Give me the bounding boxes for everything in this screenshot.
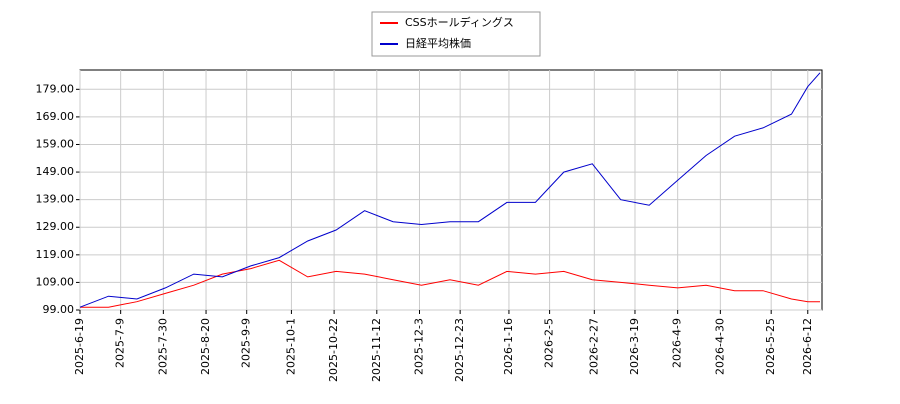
y-tick-label: 169.00 [36, 110, 75, 123]
x-tick-label: 2025-12-23 [453, 318, 466, 382]
x-tick-label: 2025-10-22 [327, 318, 340, 382]
y-tick-label: 159.00 [36, 137, 75, 150]
series-line [80, 259, 820, 308]
y-tick-label: 119.00 [36, 248, 75, 261]
y-tick-label: 179.00 [36, 82, 75, 95]
x-tick-label: 2026-2-5 [543, 318, 556, 368]
x-tick-label: 2025-6-19 [73, 318, 86, 375]
x-tick-label: 2025-11-12 [370, 318, 383, 382]
x-tick-label: 2026-2-27 [587, 318, 600, 375]
legend [371, 11, 541, 57]
x-tick-label: 2025-7-9 [114, 318, 127, 368]
series-line [79, 72, 821, 308]
x-tick-label: 2025-10-1 [284, 318, 297, 375]
x-tick-label: 2026-4-30 [713, 318, 726, 375]
y-tick-label: 109.00 [36, 275, 75, 288]
y-tick-label: 129.00 [36, 220, 75, 233]
legend-label: CSSホールディングス [405, 15, 514, 29]
x-tick-label: 2026-4-9 [671, 318, 684, 368]
x-tick-label: 2026-6-12 [801, 318, 814, 375]
plot-frame [79, 69, 823, 311]
x-tick-label: 2025-7-30 [156, 318, 169, 375]
x-tick-label: 2025-12-3 [412, 318, 425, 375]
y-tick-label: 99.00 [43, 303, 75, 316]
y-tick-label: 149.00 [36, 165, 75, 178]
x-tick-label: 2026-5-25 [764, 318, 777, 375]
x-tick-label: 2025-9-9 [240, 318, 253, 368]
y-tick-label: 139.00 [36, 193, 75, 206]
legend-label: 日経平均株価 [405, 36, 471, 50]
x-tick-label: 2026-3-19 [628, 318, 641, 375]
x-tick-label: 2025-8-20 [199, 318, 212, 375]
x-tick-label: 2026-1-16 [502, 318, 515, 375]
